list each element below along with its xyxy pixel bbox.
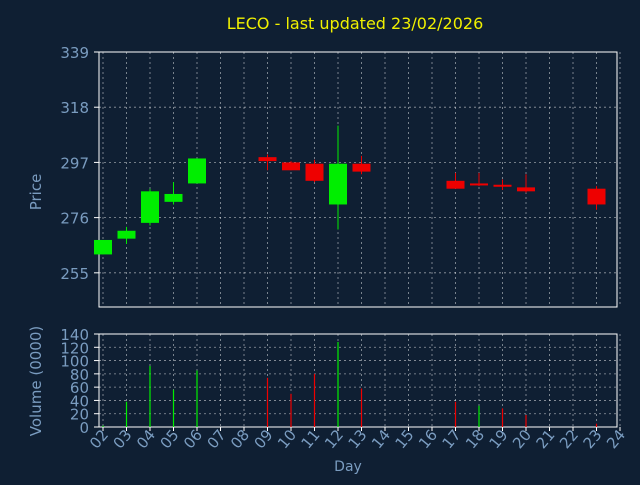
day-tick-label: 16	[415, 426, 441, 452]
candle-body	[188, 158, 206, 184]
day-tick-label: 10	[274, 426, 300, 452]
volume-tick-label: 40	[70, 392, 89, 410]
volume-axis-label: Volume (0000)	[27, 326, 45, 436]
candle-body	[352, 163, 371, 172]
candle-body	[164, 193, 183, 202]
chart-title: LECO - last updated 23/02/2026	[227, 14, 484, 33]
candle-body	[141, 191, 159, 223]
day-tick-label: 08	[227, 426, 253, 452]
volume-tick-label: 100	[60, 353, 89, 371]
day-tick-label: 06	[180, 426, 206, 452]
day-tick-label: 12	[321, 426, 347, 452]
candle-body	[305, 163, 324, 181]
day-tick-label: 03	[110, 426, 136, 452]
day-tick-label: 04	[133, 426, 159, 452]
candle-body	[587, 188, 606, 205]
price-axis-label: Price	[27, 174, 45, 211]
candle-body	[282, 162, 300, 171]
day-tick-label: 21	[533, 426, 559, 452]
day-tick-label: 19	[486, 426, 512, 452]
price-tick-label: 276	[60, 210, 89, 228]
candle-body	[258, 157, 277, 162]
day-tick-label: 05	[157, 426, 183, 452]
day-tick-label: 14	[368, 426, 394, 452]
day-tick-label: 15	[392, 426, 418, 452]
day-tick-label: 11	[298, 426, 324, 452]
candle-body	[493, 184, 512, 187]
candle-body	[470, 183, 488, 186]
volume-tick-label: 120	[60, 339, 89, 357]
day-tick-label: 18	[462, 426, 488, 452]
volume-tick-label: 140	[60, 326, 89, 344]
candle-body	[446, 180, 465, 189]
day-tick-label: 17	[439, 426, 465, 452]
day-tick-label: 20	[509, 426, 535, 452]
day-tick-label: 24	[603, 426, 629, 452]
day-tick-label: 02	[86, 426, 112, 452]
candle-body	[117, 230, 136, 239]
volume-tick-label: 0	[79, 419, 89, 437]
volume-tick-label: 80	[70, 366, 89, 384]
volume-tick-label: 20	[70, 406, 89, 424]
volume-tick-label: 60	[70, 379, 89, 397]
volume-panel-frame	[98, 333, 618, 428]
candle-body	[329, 163, 347, 205]
x-axis-label: Day	[334, 459, 362, 475]
price-tick-label: 255	[60, 265, 89, 283]
day-tick-label: 13	[345, 426, 371, 452]
candle-body	[517, 187, 535, 192]
day-tick-label: 09	[251, 426, 277, 452]
day-tick-label: 23	[580, 426, 606, 452]
day-tick-label: 22	[556, 426, 582, 452]
price-tick-label: 297	[60, 154, 89, 172]
price-tick-label: 318	[60, 99, 89, 117]
day-tick-label: 07	[204, 426, 230, 452]
candle-body	[94, 239, 112, 255]
price-panel-frame	[98, 51, 618, 308]
price-tick-label: 339	[60, 44, 89, 62]
